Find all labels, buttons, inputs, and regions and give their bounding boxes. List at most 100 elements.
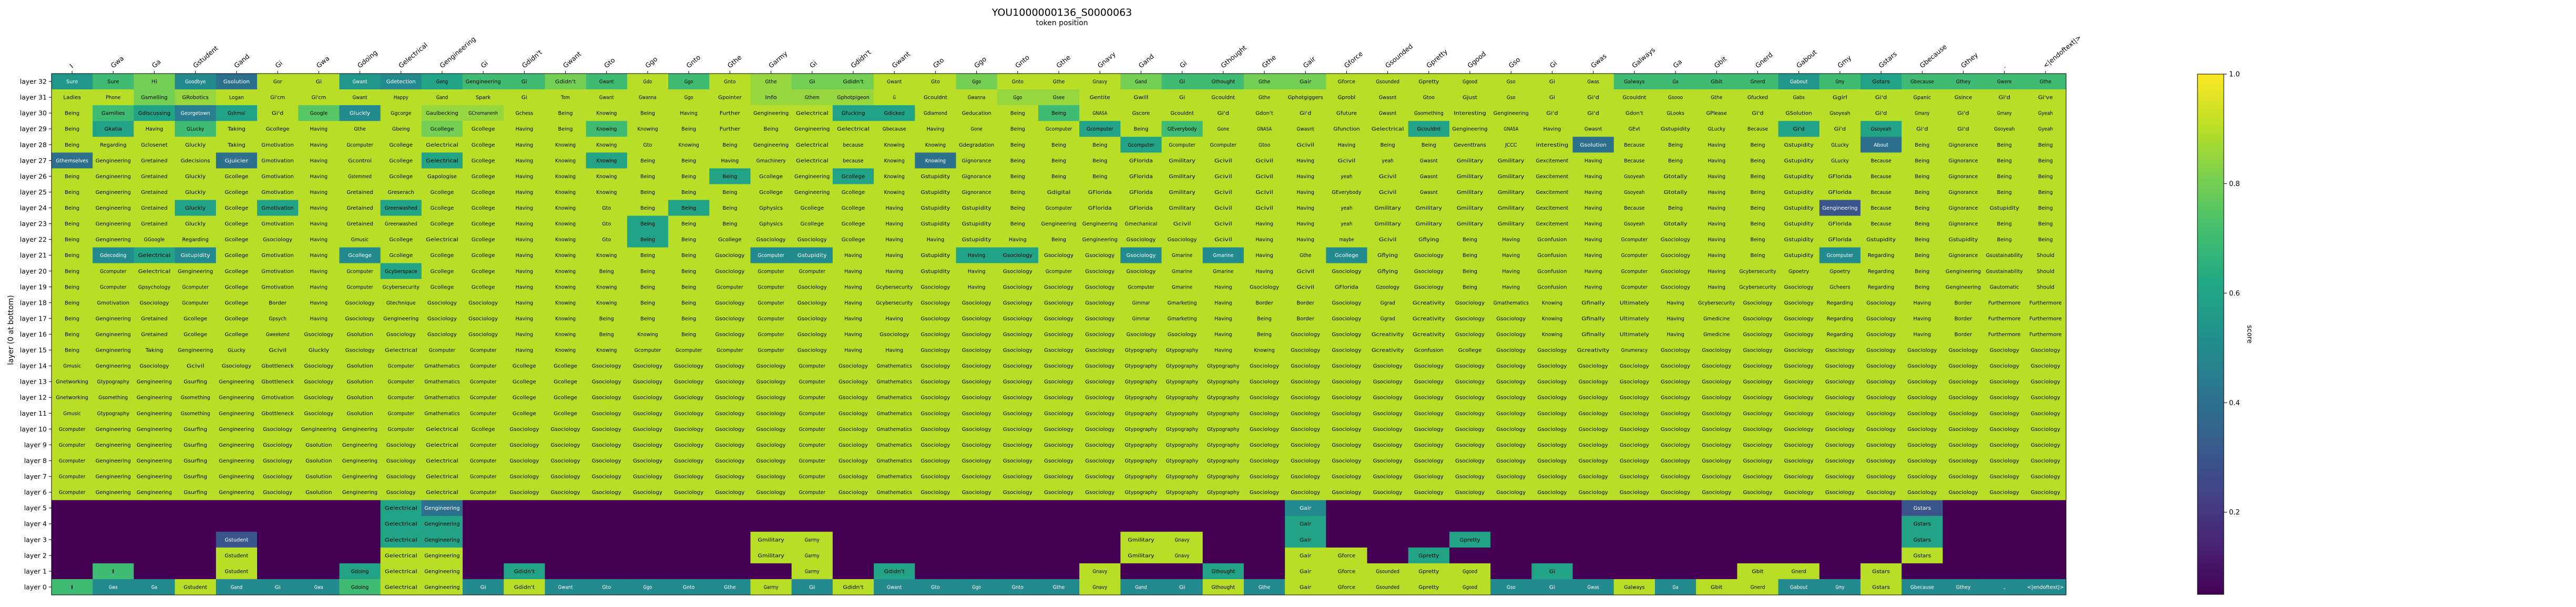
- heatmap-cell: [1984, 500, 2026, 517]
- heatmap-cell: [216, 168, 258, 184]
- heatmap-cell: [1079, 137, 1121, 153]
- heatmap-cell-label: Gweekend: [266, 332, 290, 338]
- heatmap-cell: [1243, 215, 1285, 232]
- heatmap-cell-label: Gsociology: [1003, 269, 1033, 274]
- heatmap-cell: [1531, 500, 1573, 517]
- heatmap-cell-label: Gmilitary: [1374, 221, 1401, 227]
- heatmap-cell-label: Gtypography: [1125, 395, 1158, 401]
- heatmap-cell: [586, 121, 628, 137]
- heatmap-cell-label: Gengineering: [96, 332, 131, 338]
- heatmap-cell-label: Gwant: [599, 79, 614, 85]
- heatmap-cell-label: Having: [1913, 332, 1931, 338]
- heatmap-cell-label: Gtypography: [1166, 474, 1199, 480]
- heatmap-cell-label: Should: [2037, 284, 2054, 290]
- heatmap-cell-label: GLucky: [1708, 127, 1725, 132]
- heatmap-cell-label: Gwill: [1133, 95, 1148, 101]
- heatmap-cell: [1943, 231, 1984, 248]
- heatmap-cell-label: Border: [1955, 332, 1972, 338]
- heatmap-cell: [134, 547, 176, 564]
- heatmap-cell-label: Gsolution: [346, 395, 373, 401]
- heatmap-cell-label: Gsociology: [1825, 458, 1855, 464]
- heatmap-cell: [1243, 263, 1285, 280]
- x-tick-label: Gwant: [890, 50, 912, 70]
- heatmap-cell-label: Gluckly: [185, 205, 206, 211]
- heatmap-cell-label: Gwant: [558, 584, 573, 590]
- heatmap-cell-label: Gcomputer: [388, 395, 414, 401]
- heatmap-cell: [832, 184, 874, 200]
- heatmap-cell: [1860, 547, 1902, 564]
- heatmap-cell-label: Gcollege: [513, 364, 536, 369]
- heatmap-cell-label: Knowing: [679, 142, 699, 148]
- heatmap-cell-label: Having: [885, 253, 903, 259]
- heatmap-cell: [1161, 105, 1203, 121]
- heatmap-cell-label: Gsociology: [1702, 490, 1731, 496]
- heatmap-cell-label: Knowing: [555, 253, 576, 259]
- heatmap-cell: [2025, 263, 2067, 280]
- heatmap-cell-label: Gengineering: [424, 553, 459, 559]
- heatmap-cell-label: Because: [1870, 221, 1891, 227]
- heatmap-cell-label: Gcomputer: [470, 348, 496, 354]
- heatmap-cell-label: Gcollege: [554, 395, 577, 401]
- heatmap-cell: [134, 563, 176, 580]
- heatmap-cell-label: Gmathematics: [877, 490, 912, 496]
- heatmap-cell: [832, 215, 874, 232]
- heatmap-cell: [1737, 516, 1778, 532]
- heatmap-cell-label: Gsociology: [592, 364, 621, 369]
- heatmap-cell-label: Gsociology: [839, 379, 868, 385]
- heatmap-cell: [175, 74, 217, 90]
- heatmap-cell: [1490, 215, 1532, 232]
- heatmap-cell-label: Gthe: [1300, 253, 1312, 259]
- heatmap-cell-label: Gcollege: [431, 190, 454, 196]
- heatmap-cell-label: Gi'd: [1875, 111, 1887, 117]
- heatmap-cell: [709, 168, 751, 184]
- heatmap-cell: [257, 74, 299, 90]
- heatmap-cell-label: Gsociology: [1866, 364, 1896, 369]
- heatmap-cell-label: Gelectrical: [426, 427, 458, 433]
- heatmap-cell-label: Gdidn't: [514, 569, 535, 574]
- heatmap-cell-label: Gengineering: [96, 458, 131, 464]
- heatmap-cell-label: Gcomputer: [1087, 127, 1113, 132]
- heatmap-cell: [463, 184, 504, 200]
- heatmap-cell-label: Gmathematics: [424, 364, 459, 369]
- heatmap-cell: [1120, 89, 1162, 106]
- heatmap-cell-label: Gsociology: [757, 364, 786, 369]
- heatmap-cell-label: Gsociology: [1579, 458, 1608, 464]
- heatmap-cell: [1120, 121, 1162, 137]
- heatmap-cell-label: Gsolution: [305, 458, 332, 464]
- heatmap-cell-label: Gelectrical: [426, 458, 458, 464]
- heatmap-cell: [874, 137, 915, 153]
- heatmap-cell-label: Gsociology: [2031, 364, 2060, 369]
- heatmap-cell-label: Having: [968, 269, 986, 274]
- heatmap-cell-label: Gcollege: [472, 127, 495, 132]
- heatmap-cell-label: Having: [1214, 300, 1232, 306]
- heatmap-cell: [134, 500, 176, 517]
- heatmap-cell: [668, 516, 710, 532]
- x-tick-label: .: [2000, 62, 2007, 69]
- heatmap-cell: [1943, 531, 1984, 548]
- heatmap-cell-label: Gsociology: [1866, 490, 1896, 496]
- heatmap-cell-label: Gsociology: [1948, 443, 1978, 448]
- heatmap-cell-label: Knowing: [555, 348, 576, 354]
- heatmap-cell: [463, 500, 504, 517]
- heatmap-cell: [791, 89, 833, 106]
- x-tick-label: Gwa: [109, 54, 126, 69]
- heatmap-cell-label: Gsociology: [1085, 316, 1115, 322]
- heatmap-cell-label: Gsociology: [1948, 490, 1978, 496]
- heatmap-cell: [709, 121, 751, 137]
- heatmap-cell-label: Knowing: [596, 190, 617, 196]
- heatmap-cell-label: Gtypography: [1166, 443, 1199, 448]
- heatmap-cell: [668, 137, 710, 153]
- heatmap-cell-label: Gcollege: [431, 269, 454, 274]
- heatmap-cell-label: Gmy: [1835, 79, 1844, 85]
- heatmap-cell-label: Gsociology: [304, 411, 333, 417]
- heatmap-cell-label: Gsomething: [1414, 111, 1444, 117]
- heatmap-cell: [1696, 547, 1737, 564]
- heatmap-cell-label: Gsociology: [839, 458, 868, 464]
- heatmap-cell: [1490, 500, 1532, 517]
- heatmap-cell: [1819, 89, 1861, 106]
- heatmap-cell: [668, 200, 710, 216]
- heatmap-cell-label: Regarding: [182, 237, 209, 243]
- heatmap-cell: [421, 247, 463, 264]
- heatmap-cell: [257, 547, 299, 564]
- heatmap-cell-label: Having: [1667, 316, 1684, 322]
